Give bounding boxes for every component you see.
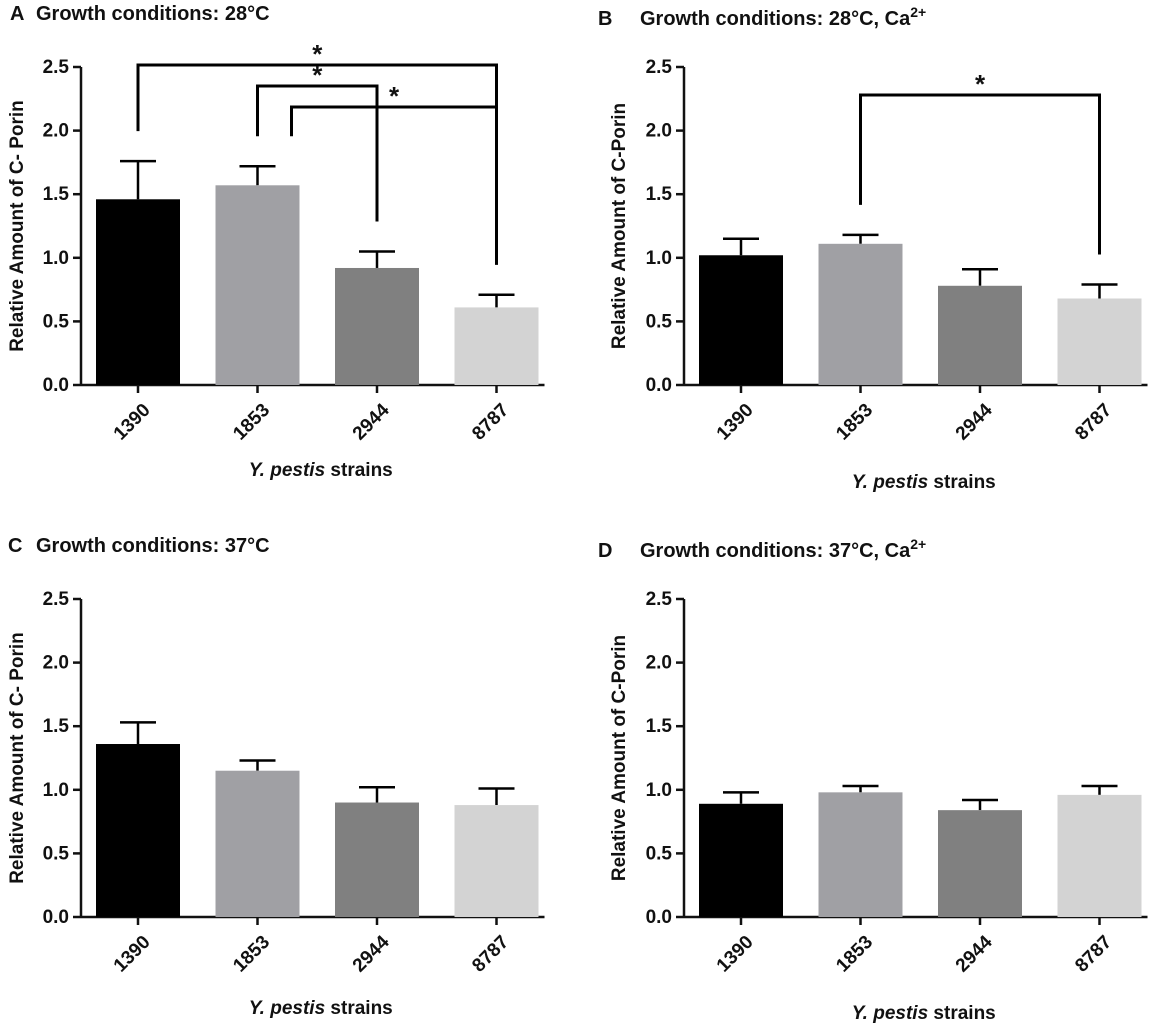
x-tick-label-2944: 2944 bbox=[952, 399, 997, 444]
y-tick-label: 0.5 bbox=[43, 311, 70, 332]
bar-2944 bbox=[335, 802, 419, 917]
panel-title-text: Growth conditions: 28°C bbox=[36, 3, 270, 25]
y-tick-label: 0.0 bbox=[43, 907, 69, 928]
x-axis-label-rest: strains bbox=[325, 460, 393, 481]
significance-star: * bbox=[312, 39, 323, 69]
bar-1853 bbox=[215, 770, 300, 917]
x-tick-label-2944: 2944 bbox=[952, 931, 997, 976]
y-tick-label: 1.5 bbox=[43, 184, 70, 205]
y-tick-label: 0.5 bbox=[43, 843, 70, 864]
bar-8787 bbox=[454, 805, 539, 917]
bar-1390 bbox=[96, 199, 180, 385]
significance-star: * bbox=[975, 69, 986, 99]
y-tick-label: 2.0 bbox=[646, 121, 672, 142]
y-axis-label: Relative Amount of C- Porin bbox=[7, 100, 28, 352]
y-tick-label: 2.5 bbox=[43, 57, 70, 78]
x-axis-label: Y. pestis strains bbox=[249, 460, 393, 481]
y-tick-label: 1.0 bbox=[43, 780, 69, 801]
panel-d: D Growth conditions: 37°C, Ca2+ 0.0 0.5 1.0 1… bbox=[598, 536, 1148, 1024]
x-tick-label-1853: 1853 bbox=[832, 932, 877, 977]
y-tick-label: 0.0 bbox=[646, 375, 672, 396]
panel-letter: A bbox=[10, 3, 24, 25]
bar-1853 bbox=[818, 792, 903, 917]
significance-star: * bbox=[389, 81, 400, 111]
significance-bracket bbox=[859, 93, 1101, 255]
panel-title-text: Growth conditions: 37°C, Ca bbox=[640, 540, 911, 562]
y-tick-label: 1.5 bbox=[646, 184, 673, 205]
x-tick-label-8787: 8787 bbox=[468, 932, 513, 977]
bar-1853 bbox=[818, 243, 903, 385]
x-axis-label-italic: Y. pestis bbox=[249, 460, 325, 481]
x-tick-label-8787: 8787 bbox=[1071, 932, 1116, 977]
y-axis-label: Relative Amount of C- Porin bbox=[7, 632, 28, 884]
bar-2944 bbox=[938, 285, 1022, 385]
y-axis-label: Relative Amount of C-Porin bbox=[609, 103, 630, 349]
bar-8787 bbox=[454, 307, 539, 385]
panel-title-superscript: 2+ bbox=[910, 4, 926, 20]
x-axis-label-italic: Y. pestis bbox=[852, 1003, 928, 1024]
bar-1390 bbox=[96, 744, 180, 917]
x-tick-label-2944: 2944 bbox=[349, 931, 394, 976]
x-tick-label-1853: 1853 bbox=[229, 932, 274, 977]
y-tick-label: 0.5 bbox=[646, 311, 673, 332]
x-tick-label-1390: 1390 bbox=[110, 932, 155, 977]
y-tick-label: 1.5 bbox=[646, 716, 673, 737]
bar-8787 bbox=[1057, 298, 1142, 385]
y-tick-label: 1.0 bbox=[646, 248, 672, 269]
significance-bracket bbox=[290, 105, 498, 265]
panel-letter: D bbox=[598, 540, 612, 562]
y-tick-label: 2.5 bbox=[646, 589, 673, 610]
bar-1390 bbox=[699, 803, 783, 917]
panel-letter: C bbox=[8, 535, 22, 557]
significance-bracket bbox=[256, 84, 379, 222]
bar-2944 bbox=[938, 810, 1022, 917]
x-tick-label-8787: 8787 bbox=[468, 400, 513, 445]
y-tick-label: 2.5 bbox=[646, 57, 673, 78]
bar-2944 bbox=[335, 267, 419, 385]
x-axis-label-italic: Y. pestis bbox=[852, 472, 928, 493]
panel-c: C Growth conditions: 37°C 0.0 0.5 1.0 1.5 2.0 2… bbox=[7, 535, 545, 1019]
x-tick-label-2944: 2944 bbox=[349, 399, 394, 444]
x-tick-label-1390: 1390 bbox=[110, 400, 155, 445]
panel-title-superscript: 2+ bbox=[910, 536, 926, 552]
y-tick-label: 0.0 bbox=[646, 907, 672, 928]
y-tick-label: 2.0 bbox=[43, 653, 69, 674]
bar-1390 bbox=[699, 255, 783, 385]
panel-a: A Growth conditions: 28°C 0.0 0.5 1.0 1.5 2.0 2… bbox=[7, 3, 545, 481]
panel-title: Growth conditions: 37°C bbox=[36, 535, 270, 557]
x-axis-label-rest: strains bbox=[325, 998, 393, 1019]
y-tick-label: 0.5 bbox=[646, 843, 673, 864]
y-tick-label: 1.5 bbox=[43, 716, 70, 737]
x-axis-label: Y. pestis strains bbox=[852, 472, 996, 493]
x-tick-label-1853: 1853 bbox=[229, 400, 274, 445]
panel-title-text: Growth conditions: 28°C, Ca bbox=[640, 8, 911, 30]
panel-letter: B bbox=[598, 8, 612, 30]
x-axis-label: Y. pestis strains bbox=[249, 998, 393, 1019]
x-axis-label-rest: strains bbox=[928, 1003, 996, 1024]
x-axis-label: Y. pestis strains bbox=[852, 1003, 996, 1024]
x-tick-label-8787: 8787 bbox=[1071, 400, 1116, 445]
panel-title-text: Growth conditions: 37°C bbox=[36, 535, 270, 557]
significance-bracket bbox=[136, 63, 498, 265]
x-axis-label-italic: Y. pestis bbox=[249, 998, 325, 1019]
panel-title: Growth conditions: 37°C, Ca2+ bbox=[640, 536, 926, 562]
y-tick-label: 2.0 bbox=[43, 121, 69, 142]
y-axis-label: Relative Amount of C-Porin bbox=[609, 635, 630, 881]
y-tick-label: 1.0 bbox=[646, 780, 672, 801]
x-tick-label-1853: 1853 bbox=[832, 400, 877, 445]
bar-1853 bbox=[215, 185, 300, 385]
y-tick-label: 2.5 bbox=[43, 589, 70, 610]
y-tick-label: 1.0 bbox=[43, 248, 69, 269]
x-tick-label-1390: 1390 bbox=[713, 932, 758, 977]
significance-star: * bbox=[312, 60, 323, 90]
bar-8787 bbox=[1057, 794, 1142, 917]
y-tick-label: 2.0 bbox=[646, 653, 672, 674]
panel-title: Growth conditions: 28°C, Ca2+ bbox=[640, 4, 926, 30]
panel-b: B Growth conditions: 28°C, Ca2+ 0.0 0.5 1.0 1… bbox=[598, 4, 1148, 493]
x-axis-label-rest: strains bbox=[928, 472, 996, 493]
y-tick-label: 0.0 bbox=[43, 375, 69, 396]
panel-title: Growth conditions: 28°C bbox=[36, 3, 270, 25]
x-tick-label-1390: 1390 bbox=[713, 400, 758, 445]
